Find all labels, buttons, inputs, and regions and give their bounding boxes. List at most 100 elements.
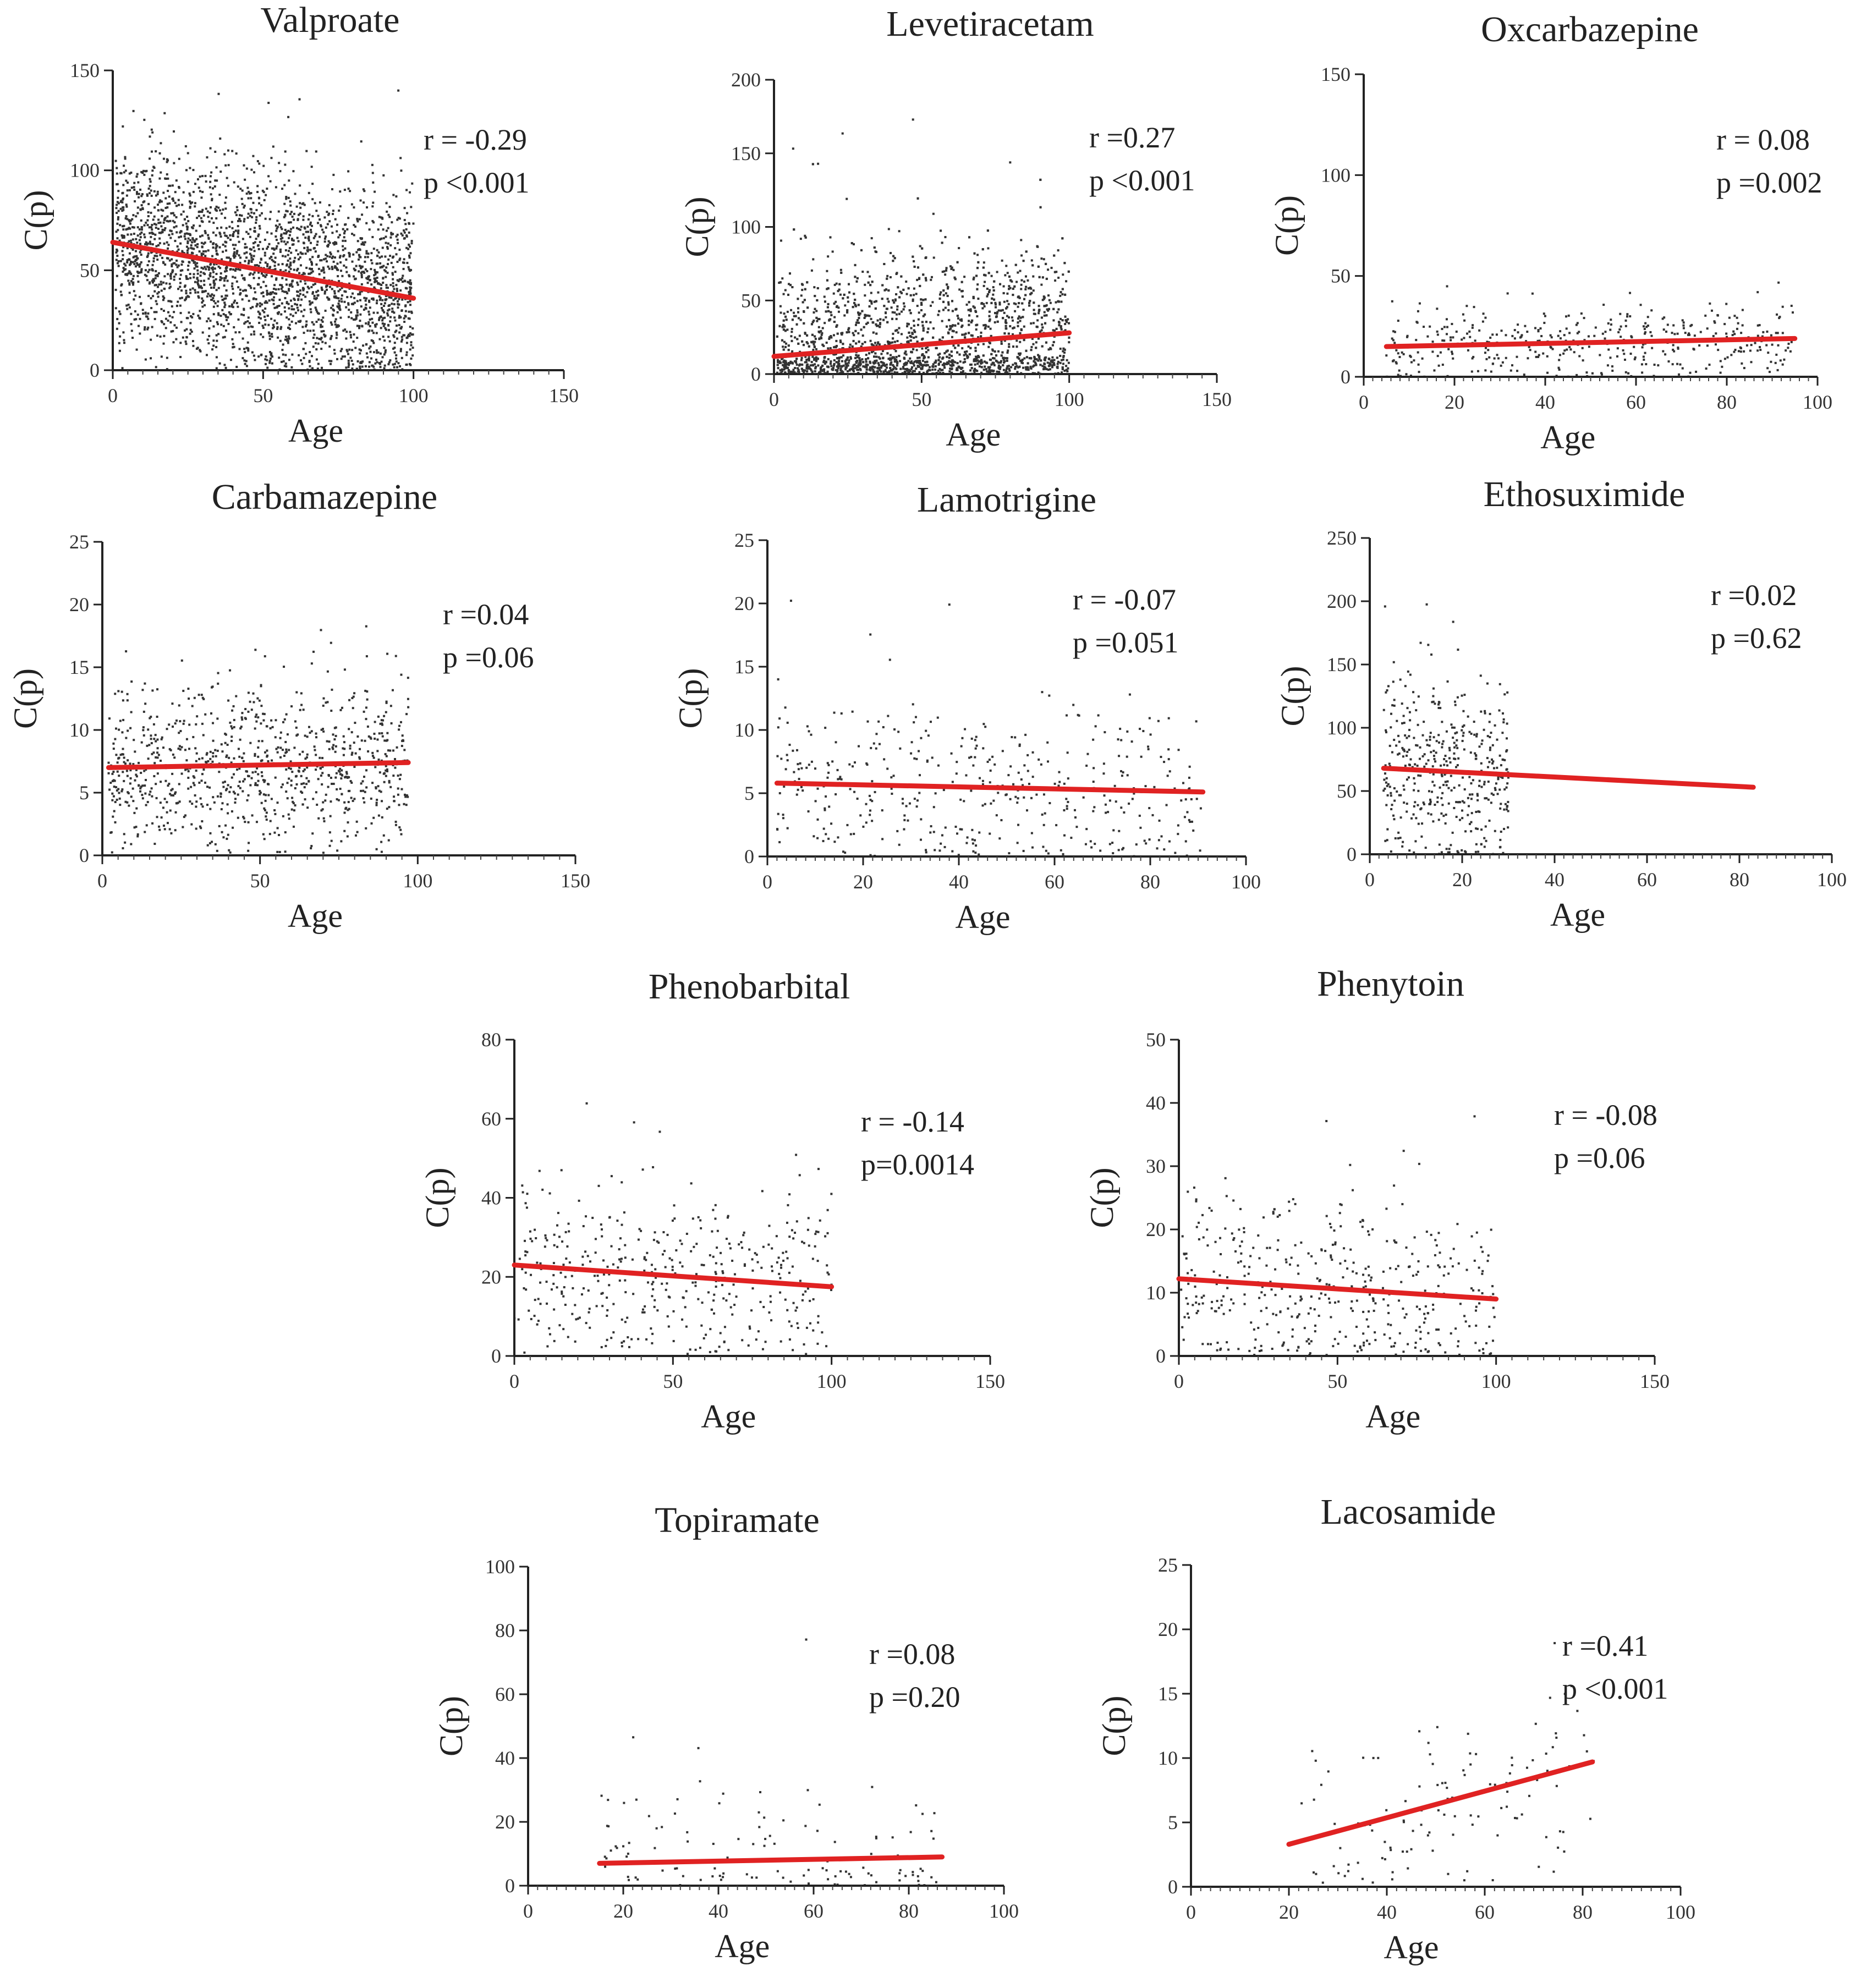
data-point <box>800 356 803 359</box>
data-point <box>374 323 377 326</box>
data-point <box>857 304 860 306</box>
data-point <box>167 159 169 162</box>
data-point <box>149 135 151 138</box>
data-point <box>405 228 408 230</box>
data-point <box>245 347 248 349</box>
data-point <box>234 276 237 279</box>
data-point <box>385 298 388 301</box>
data-point <box>215 205 218 208</box>
data-point <box>900 310 903 313</box>
data-point <box>961 295 964 298</box>
data-point <box>875 344 878 347</box>
data-point <box>126 189 129 192</box>
data-point <box>401 298 404 301</box>
data-point <box>1016 356 1019 359</box>
data-point <box>913 265 916 268</box>
data-point <box>262 295 265 298</box>
data-point <box>798 334 801 337</box>
data-point <box>367 323 370 326</box>
data-point <box>960 290 963 293</box>
data-point <box>235 213 238 216</box>
data-point <box>223 336 226 338</box>
data-point <box>309 223 311 226</box>
data-point <box>1032 322 1035 325</box>
data-point <box>264 307 267 310</box>
data-point <box>261 189 264 192</box>
data-point <box>403 207 406 210</box>
data-point <box>273 319 276 322</box>
data-point <box>290 251 293 254</box>
data-point <box>1023 280 1025 283</box>
data-point <box>286 283 288 286</box>
data-point <box>293 218 295 221</box>
data-point <box>382 336 385 338</box>
data-point <box>872 361 875 364</box>
data-point <box>133 186 135 189</box>
data-point <box>150 128 153 131</box>
data-point <box>277 336 279 339</box>
data-point <box>1061 237 1064 240</box>
data-point <box>163 296 166 299</box>
data-point <box>147 260 150 263</box>
data-point <box>134 260 136 263</box>
data-point <box>411 182 414 185</box>
data-point <box>374 325 377 328</box>
data-point <box>349 356 352 359</box>
data-point <box>782 364 784 366</box>
data-point <box>200 252 203 255</box>
data-point <box>336 230 338 233</box>
data-point <box>976 359 979 362</box>
data-point <box>235 268 238 271</box>
data-point <box>116 255 119 257</box>
data-point <box>297 283 299 286</box>
data-point <box>125 304 128 307</box>
data-point <box>867 357 870 360</box>
data-point <box>351 349 354 352</box>
data-point <box>315 210 318 212</box>
data-point <box>250 197 252 200</box>
data-point <box>248 284 250 287</box>
data-point <box>215 356 218 359</box>
data-point <box>367 276 370 278</box>
data-point <box>138 265 141 268</box>
data-point <box>116 204 118 206</box>
data-point <box>381 306 383 309</box>
data-point <box>245 365 248 367</box>
data-point <box>913 294 915 296</box>
data-point <box>199 224 201 227</box>
data-point <box>914 331 916 333</box>
data-point <box>251 216 254 218</box>
data-point <box>836 365 838 368</box>
data-point <box>129 239 132 242</box>
data-point <box>305 323 308 326</box>
data-point <box>288 246 291 249</box>
data-point <box>833 316 836 318</box>
data-point <box>835 344 838 347</box>
data-point <box>817 364 820 367</box>
data-point <box>824 322 826 325</box>
data-point <box>161 215 163 217</box>
data-point <box>373 351 376 354</box>
data-point <box>235 252 238 255</box>
data-point <box>201 305 204 308</box>
data-point <box>261 303 263 306</box>
data-point <box>859 369 862 371</box>
regression-line <box>110 239 416 301</box>
data-point <box>993 350 996 353</box>
data-point <box>1004 318 1007 321</box>
data-point <box>336 325 338 327</box>
data-point <box>132 214 135 217</box>
data-point <box>1013 326 1015 329</box>
data-point <box>308 235 310 238</box>
data-point <box>858 362 860 365</box>
data-point <box>1017 305 1019 308</box>
data-point <box>210 193 212 196</box>
data-point <box>1053 254 1056 257</box>
data-point <box>283 365 286 367</box>
data-point <box>201 301 204 304</box>
data-point <box>804 361 806 364</box>
data-point <box>787 344 790 347</box>
data-point <box>173 214 175 217</box>
data-point <box>303 309 306 311</box>
data-point <box>279 250 282 253</box>
